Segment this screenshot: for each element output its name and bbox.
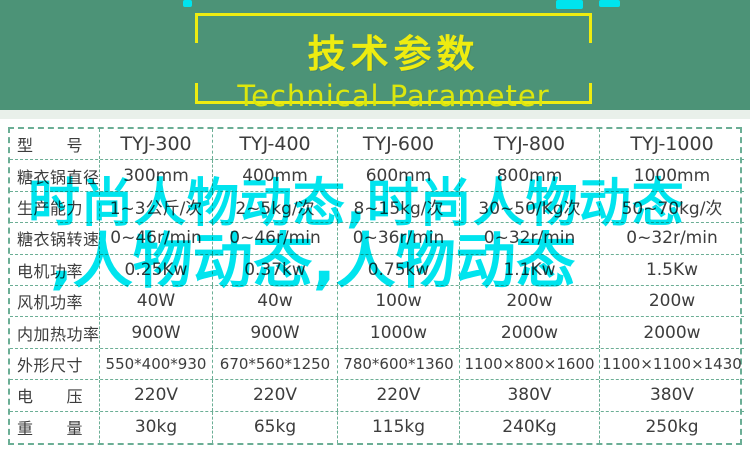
row-label: 糖衣锅直径 <box>10 160 100 191</box>
table-cell: 1.1Kw <box>460 254 600 285</box>
banner-divider-strip <box>0 110 750 119</box>
row-label: 重 量 <box>10 411 100 443</box>
row-label: 电机功率 <box>10 254 100 285</box>
table-cell: 1000w <box>338 317 460 348</box>
table-cell: 380V <box>460 380 600 411</box>
table-row: 外形尺寸 550*400*930 670*560*1250 780*600*1360 1… <box>10 348 744 381</box>
table-cell: TYJ-600 <box>338 129 460 160</box>
table-cell: TYJ-400 <box>213 129 338 160</box>
table-cell: 30kg <box>100 411 213 443</box>
table-cell: 2000w <box>460 317 600 348</box>
table-cell: 300mm <box>100 160 213 191</box>
table-cell: 220V <box>100 380 213 411</box>
table-cell: 380V <box>649 385 695 406</box>
frame-corner <box>589 83 592 101</box>
table-cell: 400mm <box>213 160 338 191</box>
table-row: 重 量 30kg 65kg 115kg 240Kg 250kg <box>10 411 744 443</box>
table-cell: 0~46r/min <box>100 223 213 254</box>
table-cell: 220V <box>213 380 338 411</box>
spec-table: 型 号 TYJ-300 TYJ-400 TYJ-600 TYJ-800 TYJ-1000 糖… <box>8 127 744 445</box>
table-cell: 200w <box>460 285 600 317</box>
table-cell: 780*600*1360 <box>338 348 460 380</box>
watermark-fragment <box>183 0 192 7</box>
table-cell: 0~32r/min <box>626 228 718 249</box>
table-cell: 900W <box>100 317 213 348</box>
table-cell: 220V <box>338 380 460 411</box>
table-row: 风机功率 40W 40w 100w 200w 200w <box>10 285 744 318</box>
frame-corner <box>195 83 198 101</box>
table-cell: 600mm <box>338 160 460 191</box>
table-cell: 240Kg <box>460 411 600 443</box>
table-cell: 65kg <box>213 411 338 443</box>
table-cell: 0.37kw <box>213 254 338 285</box>
banner-frame: 技术参数 Technical Parameter <box>195 13 592 113</box>
table-cell: TYJ-300 <box>100 129 213 160</box>
table-cell: 0~32r/min <box>460 223 600 254</box>
frame-corner <box>589 16 592 43</box>
table-cell: 2000w <box>643 322 701 343</box>
watermark-fragment <box>599 0 620 7</box>
header-banner: 技术参数 Technical Parameter <box>0 0 750 113</box>
table-row: 内加热功率 900W 900W 1000w 2000w 2000w <box>10 317 744 349</box>
table-cell: 1000mm <box>633 165 711 186</box>
table-cell: 8~15kg/次 <box>338 191 460 223</box>
table-cell: 100w <box>338 285 460 317</box>
table-cell: 0~46r/min <box>213 223 338 254</box>
table-row: 电机功率 0.25Kw 0.37kw 0.75kw 1.1Kw 1.5Kw <box>10 254 744 286</box>
table-row: 糖衣锅转速 0~46r/min 0~46r/min 0~36r/min 0~32r/mi… <box>10 223 744 255</box>
table-cell: 250kg <box>645 417 699 438</box>
row-label: 内加热功率 <box>10 317 100 348</box>
table-cell: 900W <box>213 317 338 348</box>
page-title: 技术参数 <box>307 32 480 76</box>
table-cell: TYJ-800 <box>460 129 600 160</box>
watermark-fragment <box>556 0 583 9</box>
table-cell: 0~36r/min <box>338 223 460 254</box>
table-cell: 0.25Kw <box>100 254 213 285</box>
table-row: 型 号 TYJ-300 TYJ-400 TYJ-600 TYJ-800 TYJ-1000 <box>10 129 744 161</box>
table-cell: 1100×1100×1430 <box>602 354 742 373</box>
row-label: 型 号 <box>10 129 100 160</box>
table-cell: 800mm <box>460 160 600 191</box>
table-cell: 550*400*930 <box>100 348 213 380</box>
table-cell: 1~3公斤/次 <box>100 191 213 223</box>
table-row: 电 压 220V 220V 220V 380V 380V <box>10 380 744 412</box>
table-cell: 670*560*1250 <box>213 348 338 380</box>
table-cell: TYJ-1000 <box>630 133 714 156</box>
row-label: 外形尺寸 <box>10 348 100 380</box>
row-label: 生产能力 <box>10 191 100 223</box>
table-cell: 40w <box>213 285 338 317</box>
row-label: 电 压 <box>10 380 100 411</box>
page-subtitle: Technical Parameter <box>237 79 550 113</box>
table-cell: 50~70kg/次 <box>621 199 723 220</box>
table-cell: 30~50/Kg次 <box>460 191 600 223</box>
table-cell: 0.75kw <box>338 254 460 285</box>
table-cell: 1.5Kw <box>645 259 699 280</box>
table-cell: 2~5kg/次 <box>213 191 338 223</box>
table-row: 糖衣锅直径 300mm 400mm 600mm 800mm 1000mm <box>10 160 744 192</box>
table-cell: 1100×800×1600 <box>460 348 600 380</box>
table-row: 生产能力 1~3公斤/次 2~5kg/次 8~15kg/次 30~50/Kg次 50~70… <box>10 191 744 224</box>
row-label: 糖衣锅转速 <box>10 223 100 254</box>
row-label: 风机功率 <box>10 285 100 317</box>
table-cell: 40W <box>100 285 213 317</box>
table-cell: 115kg <box>338 411 460 443</box>
frame-corner <box>195 16 198 43</box>
table-cell: 200w <box>648 291 696 312</box>
